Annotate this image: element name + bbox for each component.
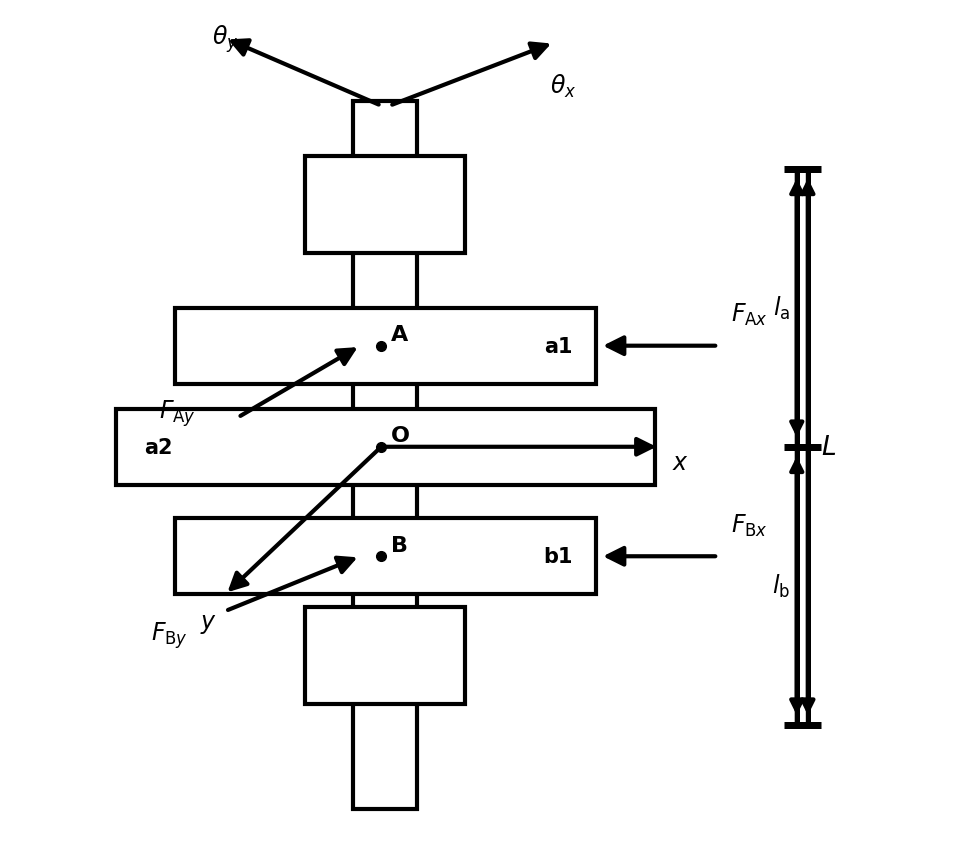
Bar xyxy=(353,102,417,809)
Text: $l_{\rm a}$: $l_{\rm a}$ xyxy=(773,295,790,322)
Bar xyxy=(116,409,655,485)
Text: a1: a1 xyxy=(544,336,572,356)
Text: $y$: $y$ xyxy=(200,611,217,636)
Text: A: A xyxy=(391,325,409,344)
Text: a2: a2 xyxy=(144,437,172,457)
Text: b1: b1 xyxy=(543,547,573,566)
Text: $L$: $L$ xyxy=(820,435,836,460)
Text: $F_{\rm A{\it x}}$: $F_{\rm A{\it x}}$ xyxy=(731,301,768,327)
Text: $l_{\rm b}$: $l_{\rm b}$ xyxy=(772,572,790,599)
Text: O: O xyxy=(391,425,411,446)
Bar xyxy=(306,157,465,254)
Text: $x$: $x$ xyxy=(671,451,689,474)
Text: $F_{\rm B{\it x}}$: $F_{\rm B{\it x}}$ xyxy=(731,512,768,538)
Bar xyxy=(175,519,596,594)
Bar xyxy=(175,308,596,384)
Text: $F_{\rm B{\it y}}$: $F_{\rm B{\it y}}$ xyxy=(151,619,188,651)
Text: $\theta_x$: $\theta_x$ xyxy=(550,73,576,100)
Text: B: B xyxy=(391,535,409,555)
Bar xyxy=(306,607,465,704)
Text: $F_{\rm A{\it y}}$: $F_{\rm A{\it y}}$ xyxy=(159,398,196,429)
Text: $\theta_y$: $\theta_y$ xyxy=(212,24,238,55)
